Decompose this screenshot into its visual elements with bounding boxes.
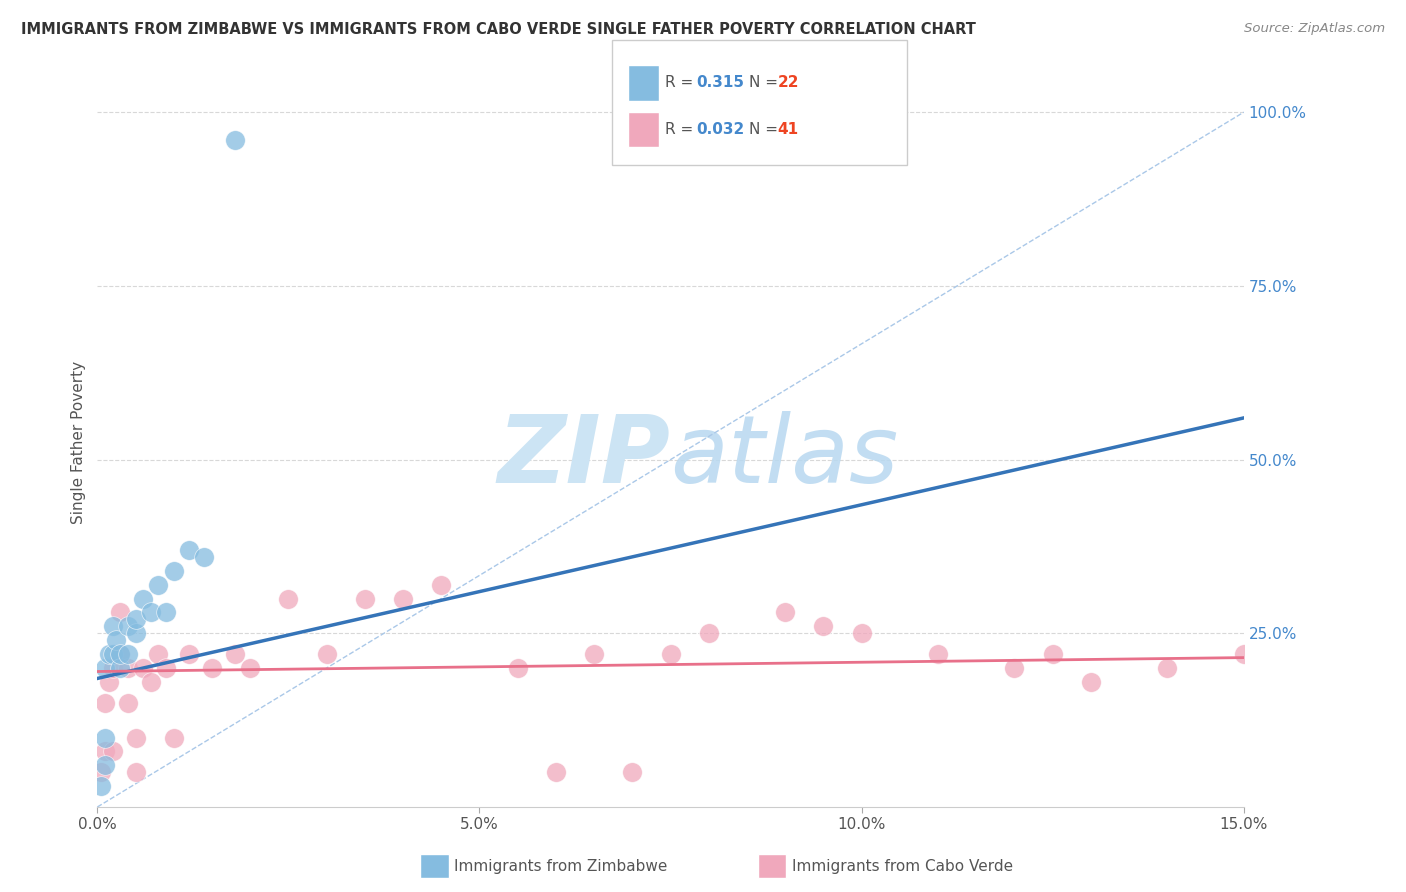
Point	[139, 674, 162, 689]
Text: IMMIGRANTS FROM ZIMBABWE VS IMMIGRANTS FROM CABO VERDE SINGLE FATHER POVERTY COR: IMMIGRANTS FROM ZIMBABWE VS IMMIGRANTS F…	[21, 22, 976, 37]
Point	[1156, 661, 1178, 675]
Point	[94, 758, 117, 772]
Text: 0.315: 0.315	[696, 76, 744, 90]
Point	[101, 744, 124, 758]
Point	[1233, 647, 1256, 661]
Point	[101, 661, 124, 675]
Point	[90, 779, 112, 793]
Point	[277, 591, 299, 606]
Text: ZIP: ZIP	[498, 411, 671, 503]
Point	[117, 661, 139, 675]
Point	[94, 744, 117, 758]
Point	[506, 661, 529, 675]
Point	[177, 542, 200, 557]
Point	[224, 133, 246, 147]
Point	[97, 647, 120, 661]
Point	[110, 606, 132, 620]
Point	[124, 731, 146, 745]
Text: 41: 41	[778, 122, 799, 136]
Point	[155, 606, 177, 620]
Point	[117, 647, 139, 661]
Point	[315, 647, 337, 661]
Point	[101, 619, 124, 633]
Point	[148, 577, 170, 591]
Point	[139, 606, 162, 620]
Point	[94, 696, 117, 710]
Point	[193, 549, 215, 564]
Point	[1080, 674, 1102, 689]
Text: N =: N =	[749, 76, 783, 90]
Point	[621, 765, 644, 780]
Point	[224, 647, 246, 661]
Point	[659, 647, 682, 661]
Point	[124, 626, 146, 640]
Point	[94, 731, 117, 745]
Point	[110, 661, 132, 675]
Point	[132, 591, 155, 606]
Text: Source: ZipAtlas.com: Source: ZipAtlas.com	[1244, 22, 1385, 36]
Text: Immigrants from Cabo Verde: Immigrants from Cabo Verde	[792, 859, 1012, 873]
Point	[430, 577, 453, 591]
Point	[97, 674, 120, 689]
Point	[124, 765, 146, 780]
Point	[927, 647, 949, 661]
Point	[148, 647, 170, 661]
Point	[201, 661, 224, 675]
Text: 0.032: 0.032	[696, 122, 744, 136]
Point	[90, 765, 112, 780]
Point	[163, 731, 186, 745]
Text: R =: R =	[665, 122, 699, 136]
Point	[583, 647, 606, 661]
Point	[124, 612, 146, 626]
Point	[239, 661, 262, 675]
Text: Immigrants from Zimbabwe: Immigrants from Zimbabwe	[454, 859, 668, 873]
Point	[101, 647, 124, 661]
Point	[544, 765, 567, 780]
Point	[163, 564, 186, 578]
Point	[155, 661, 177, 675]
Point	[353, 591, 375, 606]
Point	[177, 647, 200, 661]
Point	[697, 626, 720, 640]
Point	[773, 606, 796, 620]
Point	[117, 696, 139, 710]
Point	[105, 633, 128, 648]
Point	[132, 661, 155, 675]
Point	[813, 619, 835, 633]
Point	[94, 661, 117, 675]
Y-axis label: Single Father Poverty: Single Father Poverty	[72, 360, 86, 524]
Text: 22: 22	[778, 76, 799, 90]
Point	[110, 647, 132, 661]
Text: atlas: atlas	[671, 411, 898, 502]
Point	[1004, 661, 1026, 675]
Point	[117, 619, 139, 633]
Point	[851, 626, 873, 640]
Point	[392, 591, 415, 606]
Text: R =: R =	[665, 76, 699, 90]
Text: N =: N =	[749, 122, 783, 136]
Point	[110, 647, 132, 661]
Point	[1042, 647, 1064, 661]
